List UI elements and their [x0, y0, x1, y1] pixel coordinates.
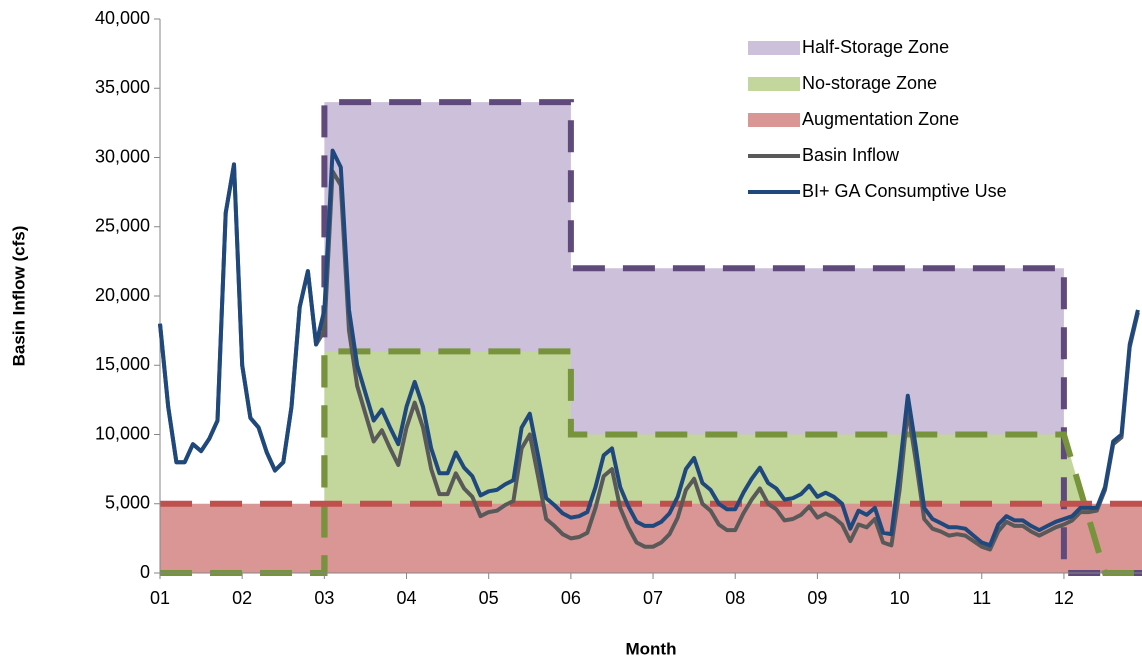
x-tick-label: 02: [232, 588, 252, 608]
zone-outline: [160, 348, 1142, 576]
y-tick-label: 30,000: [95, 146, 150, 166]
y-tick-label: 40,000: [95, 8, 150, 28]
x-tick-label: 05: [479, 588, 499, 608]
legend-label: No-storage Zone: [802, 73, 937, 93]
x-tick-label: 04: [397, 588, 417, 608]
x-tick-label: 08: [725, 588, 745, 608]
y-tick-label: 0: [140, 562, 150, 582]
x-tick-label: 11: [972, 588, 991, 608]
x-tick-label: 07: [643, 588, 663, 608]
x-axis-label: Month: [626, 639, 677, 658]
legend-label: Augmentation Zone: [802, 109, 959, 129]
y-tick-label: 15,000: [95, 354, 150, 374]
y-axis-label: Basin Inflow (cfs): [9, 226, 28, 367]
y-tick-label: 20,000: [95, 285, 150, 305]
zone-outline: [160, 99, 1142, 576]
x-tick-label: 01: [150, 588, 170, 608]
series-line: [158, 148, 1140, 548]
y-tick-label: 25,000: [95, 216, 150, 236]
legend-label: Half-Storage Zone: [802, 37, 949, 57]
legend-label: Basin Inflow: [802, 145, 900, 165]
x-tick-label: 12: [1054, 588, 1074, 608]
y-tick-label: 5,000: [105, 493, 150, 513]
x-tick-label: 06: [561, 588, 581, 608]
legend-swatch: [748, 41, 800, 55]
y-tick-label: 35,000: [95, 77, 150, 97]
x-tick-label: 09: [807, 588, 827, 608]
series-line: [158, 162, 1140, 552]
legend-swatch: [748, 113, 800, 127]
x-tick-label: 10: [890, 588, 910, 608]
x-tick-label: 03: [314, 588, 334, 608]
legend-swatch: [748, 77, 800, 91]
y-tick-label: 10,000: [95, 423, 150, 443]
legend-label: BI+ GA Consumptive Use: [802, 181, 1007, 201]
